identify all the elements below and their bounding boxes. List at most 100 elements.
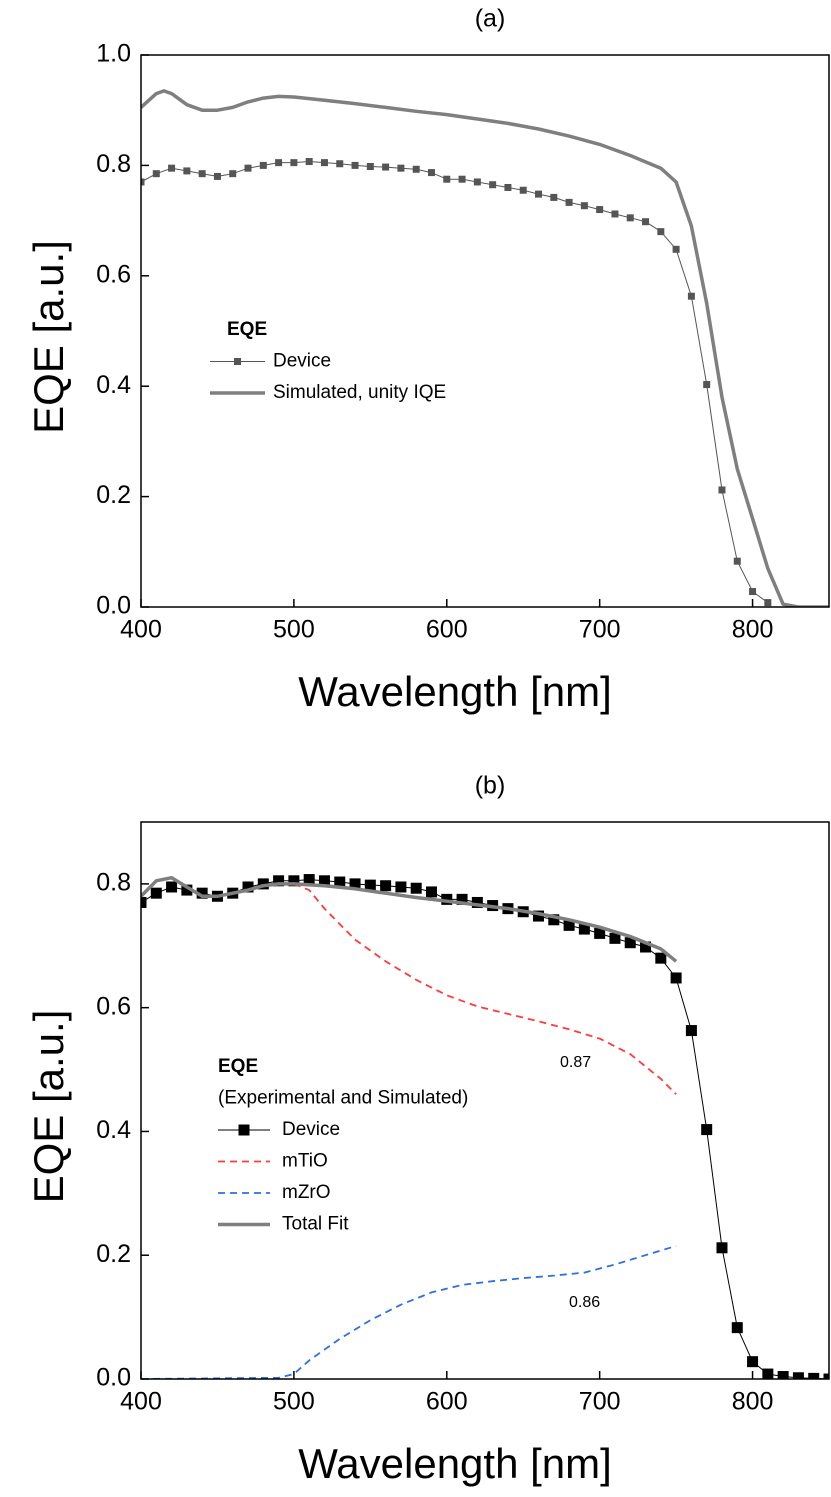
x-axis-label: Wavelength [nm] xyxy=(298,668,612,715)
y-tick-label: 0.4 xyxy=(96,371,131,399)
data-point xyxy=(290,159,298,167)
data-point xyxy=(718,486,726,494)
y-tick-label: 0.8 xyxy=(96,868,131,896)
data-point xyxy=(425,886,437,898)
data-point xyxy=(640,941,652,953)
data-point xyxy=(397,164,405,172)
data-point xyxy=(565,198,573,206)
legend-marker xyxy=(238,1124,250,1136)
panel: (b) 400 500 600 700 800 0.0 0.2 0.4 0.6 0.8 Wavelen… xyxy=(25,772,830,1487)
y-tick-label: 0.8 xyxy=(96,150,131,178)
data-point xyxy=(701,1124,713,1136)
y-axis-label: EQE [a.u.] xyxy=(25,240,72,434)
data-point xyxy=(657,228,665,236)
series-line xyxy=(141,161,769,604)
data-point xyxy=(443,175,451,183)
data-point xyxy=(273,875,285,887)
data-point xyxy=(642,218,650,226)
data-point xyxy=(489,181,497,189)
data-point xyxy=(611,210,619,218)
series-line xyxy=(293,883,677,1095)
data-point xyxy=(749,588,757,596)
x-tick-label: 600 xyxy=(426,1388,468,1416)
data-point xyxy=(731,1322,743,1334)
y-tick-label: 0.4 xyxy=(96,1116,131,1144)
x-tick-label: 600 xyxy=(426,616,468,644)
y-axis-label: EQE [a.u.] xyxy=(25,1010,72,1204)
data-point xyxy=(762,1368,774,1379)
y-tick-label: 0.0 xyxy=(96,592,131,620)
data-point xyxy=(141,896,147,908)
data-point xyxy=(380,880,392,892)
data-point xyxy=(320,159,328,167)
data-point xyxy=(198,170,206,178)
data-point xyxy=(733,557,741,565)
plot-area xyxy=(141,874,829,1379)
data-point xyxy=(563,919,575,931)
data-point xyxy=(441,893,453,905)
data-point xyxy=(349,878,361,890)
data-point xyxy=(412,165,420,173)
data-point xyxy=(458,175,466,183)
plot-area xyxy=(141,89,829,607)
x-tick-label: 500 xyxy=(273,1388,315,1416)
data-point xyxy=(166,881,178,893)
data-point xyxy=(303,874,315,886)
data-point xyxy=(535,190,543,198)
panel-title: (b) xyxy=(475,772,506,800)
x-tick-label: 700 xyxy=(579,1388,621,1416)
legend-label: mZrO xyxy=(282,1182,331,1203)
y-tick-label: 1.0 xyxy=(96,40,131,68)
data-point xyxy=(823,1373,829,1379)
data-point xyxy=(596,206,604,214)
series-line xyxy=(141,89,829,607)
x-axis-label: Wavelength [nm] xyxy=(298,1440,612,1487)
annotation: 0.86 xyxy=(569,1294,600,1311)
data-point xyxy=(471,896,483,908)
data-point xyxy=(364,879,376,891)
data-point xyxy=(550,193,558,201)
x-tick-label: 400 xyxy=(120,1388,162,1416)
data-point xyxy=(687,292,695,300)
x-tick-label: 700 xyxy=(579,616,621,644)
data-point xyxy=(626,214,634,222)
data-point xyxy=(777,1371,789,1379)
legend-label: Total Fit xyxy=(282,1214,349,1235)
series-line xyxy=(141,1245,677,1379)
data-point xyxy=(395,881,407,893)
data-point xyxy=(594,927,606,939)
data-point xyxy=(181,884,193,896)
data-point xyxy=(764,599,772,607)
panel-title: (a) xyxy=(475,5,506,33)
legend-marker xyxy=(234,358,241,365)
data-point xyxy=(808,1372,820,1379)
x-tick-label: 400 xyxy=(120,616,162,644)
data-point xyxy=(366,163,374,171)
data-point xyxy=(685,1025,697,1037)
annotation: 0.87 xyxy=(560,1054,591,1071)
data-point xyxy=(504,183,512,191)
legend-label: mTiO xyxy=(282,1151,328,1172)
x-tick-label: 800 xyxy=(732,1388,774,1416)
x-tick-label: 500 xyxy=(273,616,315,644)
data-point xyxy=(351,161,359,169)
y-tick-label: 0.0 xyxy=(96,1364,131,1392)
data-point xyxy=(244,164,252,172)
data-point xyxy=(716,1242,728,1254)
data-point xyxy=(242,881,254,893)
y-tick-label: 0.2 xyxy=(96,481,131,509)
data-point xyxy=(336,160,344,168)
series-line xyxy=(141,875,678,963)
y-tick-label: 0.2 xyxy=(96,1240,131,1268)
data-point xyxy=(257,878,269,890)
legend-label: Simulated, unity IQE xyxy=(273,382,446,403)
data-point xyxy=(183,167,191,175)
y-tick-label: 0.6 xyxy=(96,260,131,288)
data-point xyxy=(229,170,237,178)
legend-label: Device xyxy=(282,1119,340,1140)
data-point xyxy=(580,202,588,210)
data-point xyxy=(747,1356,759,1368)
data-point xyxy=(672,245,680,253)
data-point xyxy=(427,169,435,177)
